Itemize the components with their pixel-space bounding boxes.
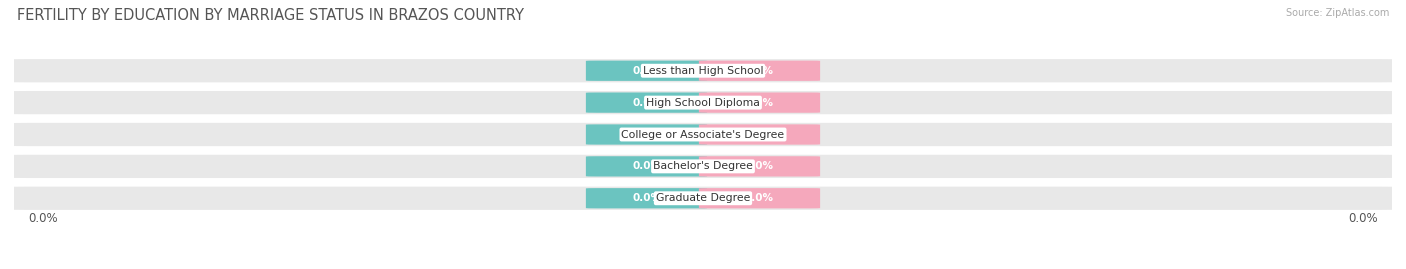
Text: High School Diploma: High School Diploma bbox=[647, 98, 759, 108]
Text: Bachelor's Degree: Bachelor's Degree bbox=[652, 161, 754, 171]
Text: Graduate Degree: Graduate Degree bbox=[655, 193, 751, 203]
FancyBboxPatch shape bbox=[699, 156, 820, 176]
Text: 0.0%: 0.0% bbox=[745, 193, 773, 203]
Text: 0.0%: 0.0% bbox=[633, 98, 661, 108]
Text: 0.0%: 0.0% bbox=[745, 98, 773, 108]
FancyBboxPatch shape bbox=[7, 155, 1399, 178]
Text: 0.0%: 0.0% bbox=[633, 161, 661, 171]
FancyBboxPatch shape bbox=[699, 61, 820, 81]
Text: 0.0%: 0.0% bbox=[745, 161, 773, 171]
FancyBboxPatch shape bbox=[586, 156, 707, 176]
FancyBboxPatch shape bbox=[699, 188, 820, 208]
Text: 0.0%: 0.0% bbox=[745, 66, 773, 76]
Text: 0.0%: 0.0% bbox=[633, 66, 661, 76]
FancyBboxPatch shape bbox=[699, 124, 820, 145]
FancyBboxPatch shape bbox=[7, 123, 1399, 146]
FancyBboxPatch shape bbox=[699, 93, 820, 113]
Text: Less than High School: Less than High School bbox=[643, 66, 763, 76]
Text: 0.0%: 0.0% bbox=[633, 129, 661, 140]
FancyBboxPatch shape bbox=[7, 187, 1399, 210]
FancyBboxPatch shape bbox=[586, 61, 707, 81]
FancyBboxPatch shape bbox=[586, 188, 707, 208]
Text: College or Associate's Degree: College or Associate's Degree bbox=[621, 129, 785, 140]
Text: 0.0%: 0.0% bbox=[745, 129, 773, 140]
FancyBboxPatch shape bbox=[586, 124, 707, 145]
Text: FERTILITY BY EDUCATION BY MARRIAGE STATUS IN BRAZOS COUNTRY: FERTILITY BY EDUCATION BY MARRIAGE STATU… bbox=[17, 8, 524, 23]
Text: 0.0%: 0.0% bbox=[28, 211, 58, 225]
Text: 0.0%: 0.0% bbox=[633, 193, 661, 203]
Text: 0.0%: 0.0% bbox=[1348, 211, 1378, 225]
FancyBboxPatch shape bbox=[586, 93, 707, 113]
FancyBboxPatch shape bbox=[7, 91, 1399, 114]
FancyBboxPatch shape bbox=[7, 59, 1399, 82]
Text: Source: ZipAtlas.com: Source: ZipAtlas.com bbox=[1285, 8, 1389, 18]
